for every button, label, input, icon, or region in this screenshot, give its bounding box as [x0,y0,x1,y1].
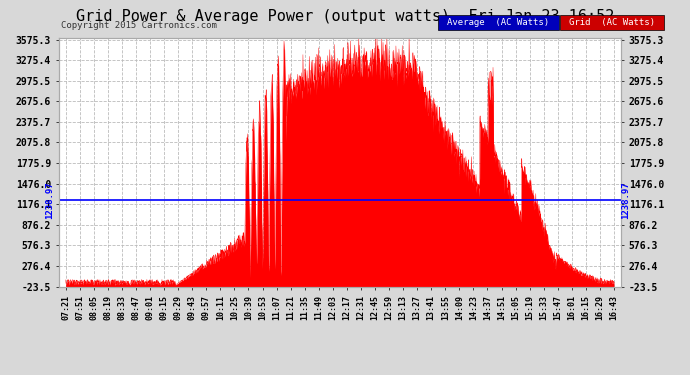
Text: 1238.97: 1238.97 [46,181,55,219]
Text: Grid  (AC Watts): Grid (AC Watts) [569,18,655,27]
Text: Average  (AC Watts): Average (AC Watts) [447,18,550,27]
Text: Copyright 2015 Cartronics.com: Copyright 2015 Cartronics.com [61,21,217,30]
Text: 1238.97: 1238.97 [622,181,631,219]
Text: Grid Power & Average Power (output watts)  Fri Jan 23 16:52: Grid Power & Average Power (output watts… [76,9,614,24]
